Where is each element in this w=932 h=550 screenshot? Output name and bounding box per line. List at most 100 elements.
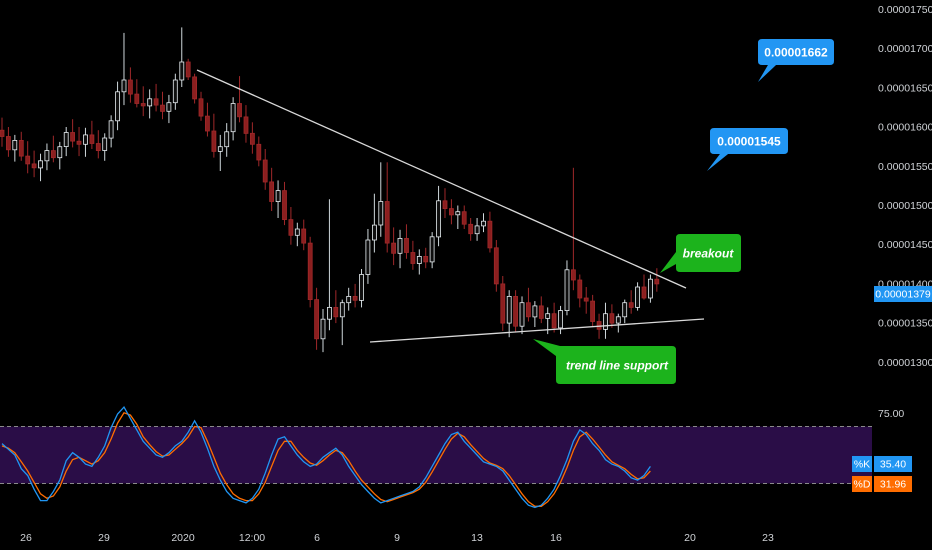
candle <box>448 199 454 225</box>
candle <box>70 119 75 148</box>
x-tick-label: 16 <box>550 532 562 544</box>
candle-body-down <box>468 223 474 235</box>
candle-body-down <box>288 219 294 236</box>
candle <box>115 81 120 131</box>
candle-body-up <box>38 160 43 169</box>
candle <box>326 199 332 331</box>
candle <box>603 302 608 339</box>
candle-body-down <box>51 150 56 159</box>
candle <box>127 67 133 103</box>
candle-body-down <box>153 98 159 106</box>
price-callout-1-label: 0.00001662 <box>764 46 828 60</box>
candle-body-down <box>493 247 499 285</box>
candle-body-down <box>95 143 101 151</box>
candle-body-down <box>18 139 24 157</box>
candle-body-down <box>76 140 82 145</box>
x-tick-label: 6 <box>314 532 320 544</box>
x-tick-label: 23 <box>762 532 774 544</box>
candle <box>76 127 82 157</box>
price-axis: 0.000013000.000013500.000014000.00001450… <box>878 4 932 369</box>
breakout-callout: breakout <box>660 234 741 273</box>
candle-body-down <box>487 220 493 249</box>
candle-body-up <box>320 318 326 340</box>
price-callout-2-label: 0.00001545 <box>717 135 781 149</box>
candle-body-down <box>513 295 518 327</box>
candle <box>609 304 615 328</box>
candle-body-down <box>307 242 313 301</box>
candle-body-down <box>70 132 75 142</box>
candle <box>63 127 69 157</box>
candle <box>615 313 621 333</box>
stoch-k-label: %K <box>854 459 870 471</box>
candle-body-down <box>609 313 615 324</box>
candle <box>416 249 422 275</box>
support-callout: trend line support <box>533 339 676 384</box>
candle <box>237 76 242 123</box>
candle-body-up <box>416 255 422 264</box>
candle-body-down <box>333 306 339 318</box>
candles-layer <box>0 27 660 353</box>
candle <box>89 120 95 149</box>
x-tick-label: 26 <box>20 532 32 544</box>
candle <box>346 287 352 311</box>
support-trend-line <box>369 318 705 343</box>
x-tick-label: 9 <box>394 532 400 544</box>
candle-body-down <box>25 155 31 165</box>
candle <box>0 117 5 147</box>
candle-body-down <box>211 130 217 152</box>
candle <box>262 149 268 190</box>
oscillator-layer <box>1 406 651 509</box>
candle-body-down <box>127 79 133 95</box>
candle <box>160 91 165 120</box>
candle-body-up <box>108 120 114 139</box>
candle <box>153 83 159 112</box>
candle <box>140 86 146 117</box>
candle <box>275 180 281 218</box>
candle <box>538 296 544 324</box>
candle <box>384 162 390 253</box>
candle <box>558 305 563 335</box>
candle-body-down <box>198 98 204 117</box>
candle <box>147 89 153 119</box>
candle-body-up <box>455 211 461 216</box>
candle <box>256 136 262 167</box>
candle <box>583 287 589 314</box>
y-tick-label: 0.00001750 <box>878 4 932 16</box>
y-tick-label: 0.00001700 <box>878 43 932 55</box>
candle <box>519 296 525 335</box>
candle-body-down <box>256 143 262 161</box>
descending-trend-line <box>196 69 687 289</box>
breakout-label: breakout <box>683 247 735 261</box>
candle-body-down <box>596 321 602 330</box>
candle-body-up <box>371 224 377 241</box>
candle <box>474 218 480 241</box>
candle-body-up <box>603 313 608 330</box>
candle <box>230 97 236 141</box>
x-tick-label: 13 <box>471 532 483 544</box>
candle-body-down <box>185 61 191 78</box>
candle-body-down <box>448 208 454 216</box>
candle-body-up <box>115 91 120 122</box>
oscillator-band <box>0 426 872 484</box>
candle-body-up <box>166 102 172 112</box>
price-callout-2: 0.00001545 <box>707 128 788 171</box>
candle <box>577 274 583 308</box>
candle-body-down <box>243 116 249 134</box>
candle-body-down <box>282 190 287 221</box>
candle <box>185 58 191 80</box>
candle <box>359 269 364 308</box>
candle <box>211 113 217 158</box>
candle <box>12 134 18 162</box>
candle-body-up <box>275 190 281 203</box>
candle-body-up <box>397 237 403 254</box>
candle-body-down <box>500 283 506 324</box>
candle-body-up <box>83 134 88 145</box>
candle <box>648 274 653 303</box>
candle <box>83 127 88 157</box>
candle-body-up <box>519 302 525 327</box>
candle <box>571 167 576 291</box>
candle-body-up <box>339 302 345 318</box>
candle <box>487 211 493 253</box>
candle-body-up <box>63 132 69 148</box>
candle-body-down <box>583 297 589 302</box>
